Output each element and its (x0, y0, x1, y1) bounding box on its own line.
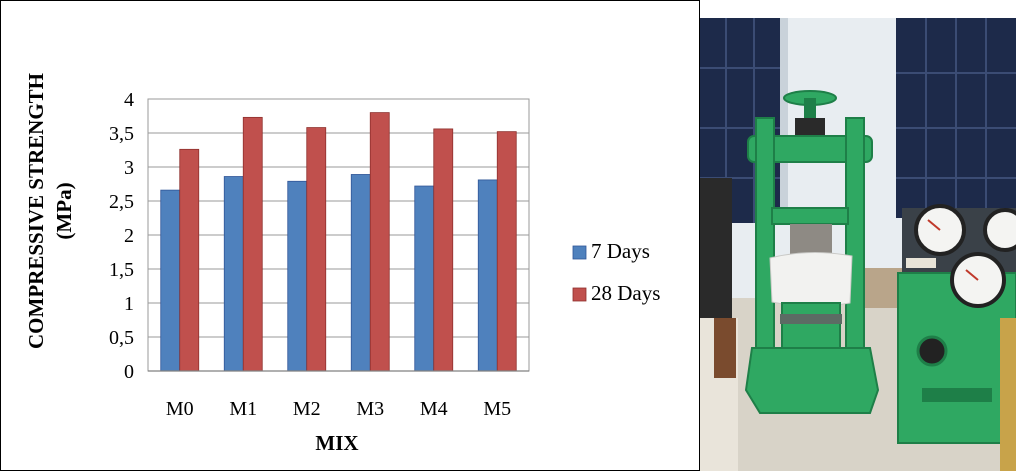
y-axis-title-line-2: (MPa) (52, 182, 76, 239)
y-tick-label: 0 (124, 361, 134, 383)
y-tick-label: 0,5 (109, 327, 134, 349)
legend-label: 28 Days (591, 281, 660, 305)
bar-7-days-m4 (414, 185, 435, 372)
bar-28-days-m1 (242, 116, 263, 372)
bar-layer (160, 112, 517, 372)
chart-panel: 0 0,5 1 1,5 2 2,5 3 3,5 4 M0 M1 M2 M3 M4 M5 COMPRESSIV… (0, 0, 700, 471)
bar-28-days-m4 (433, 128, 454, 372)
legend-label: 7 Days (591, 239, 650, 263)
compression-testing-machine-photo (700, 18, 1016, 471)
axis-layer: 0 0,5 1 1,5 2 2,5 3 3,5 4 M0 M1 M2 M3 M4 M5 (109, 89, 529, 420)
legend: 7 Days 28 Days (572, 239, 660, 305)
bar-7-days-m2 (287, 180, 308, 372)
bar-28-days-m5 (496, 131, 517, 372)
y-tick-label: 4 (124, 89, 134, 111)
y-tick-label: 2 (124, 225, 134, 247)
x-tick-label: M3 (356, 398, 384, 420)
x-tick-label: M0 (166, 398, 194, 420)
x-tick-label: M2 (293, 398, 321, 420)
bar-28-days-m0 (179, 148, 200, 372)
bar-7-days-m5 (477, 179, 498, 372)
bar-7-days-m0 (160, 189, 181, 372)
x-tick-label: M1 (229, 398, 257, 420)
y-tick-label: 1 (124, 293, 134, 315)
grid-layer (147, 98, 530, 372)
legend-swatch (572, 245, 587, 260)
bar-chart: 0 0,5 1 1,5 2 2,5 3 3,5 4 M0 M1 M2 M3 M4 M5 COMPRESSIV… (24, 73, 660, 455)
bar-7-days-m3 (350, 174, 371, 372)
legend-swatch (572, 287, 587, 302)
x-tick-label: M4 (420, 398, 448, 420)
y-tick-label: 2,5 (109, 191, 134, 213)
lab-photo (700, 18, 1016, 471)
y-axis-title-line-1: COMPRESSIVE STRENGTH (24, 73, 48, 349)
x-tick-label: M5 (483, 398, 511, 420)
y-tick-label: 1,5 (109, 259, 134, 281)
bar-28-days-m3 (369, 112, 390, 372)
bar-28-days-m2 (306, 127, 327, 372)
y-tick-label: 3 (124, 157, 134, 179)
x-axis-title: MIX (315, 431, 358, 455)
bar-7-days-m1 (223, 176, 244, 372)
y-tick-label: 3,5 (109, 123, 134, 145)
